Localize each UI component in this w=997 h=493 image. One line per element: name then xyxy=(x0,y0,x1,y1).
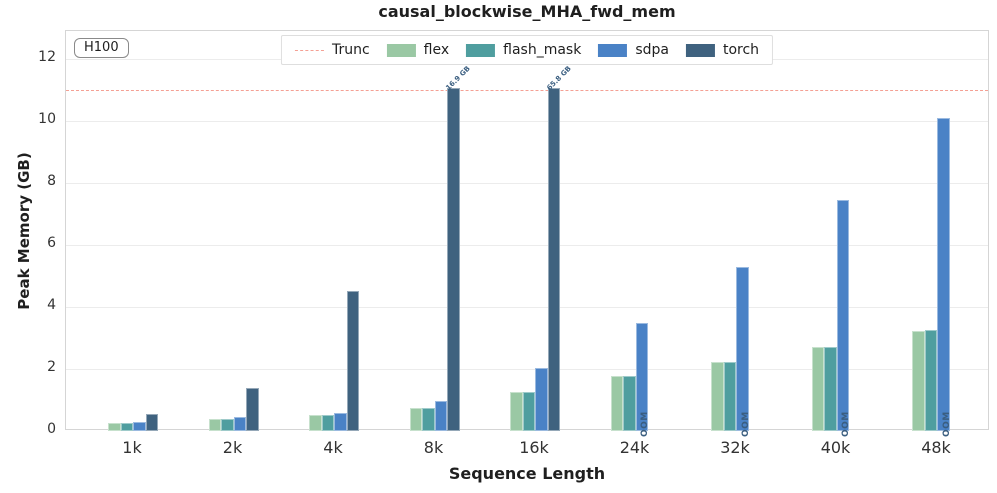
bar-flash_mask-48k xyxy=(924,330,937,431)
x-tick-8k: 8k xyxy=(423,438,444,457)
bar-sdpa-2k xyxy=(233,417,246,431)
y-tick-2: 2 xyxy=(47,358,56,375)
legend-swatch-torch xyxy=(685,43,715,57)
legend-label-flex: flex xyxy=(423,42,450,58)
bar-torch-2k xyxy=(246,387,259,431)
bar-sdpa-48k xyxy=(937,118,950,431)
bar-flex-24k xyxy=(610,376,623,431)
oom-label-torch-40k: OOM xyxy=(841,411,851,437)
bar-sdpa-40k xyxy=(836,199,849,431)
bar-flex-2k xyxy=(208,419,221,431)
gridline-y-8 xyxy=(66,182,988,184)
x-tick-40k: 40k xyxy=(820,438,851,457)
bar-torch-8k xyxy=(447,88,460,431)
gridline-y-6 xyxy=(66,244,988,246)
legend-dash-sample xyxy=(294,49,324,51)
bar-sdpa-32k xyxy=(736,266,749,431)
bar-torch-16k xyxy=(547,88,560,431)
gridline-y-4 xyxy=(66,306,988,308)
bar-flex-4k xyxy=(309,415,322,431)
y-tick-10: 10 xyxy=(38,110,56,127)
bar-flex-40k xyxy=(811,346,824,431)
legend-item-flash_mask: flash_mask xyxy=(466,42,581,58)
legend-label-torch: torch xyxy=(722,42,760,58)
bar-flex-1k xyxy=(108,423,121,431)
bar-sdpa-24k xyxy=(635,323,648,431)
legend-item-trunc: Trunc xyxy=(294,42,370,58)
x-tick-1k: 1k xyxy=(122,438,142,457)
legend-item-torch: torch xyxy=(685,42,760,58)
legend-item-sdpa: sdpa xyxy=(598,42,669,58)
bar-flash_mask-4k xyxy=(321,414,334,431)
oom-label-torch-48k: OOM xyxy=(941,411,952,437)
legend: Trunc flex flash_mask sdpa torch xyxy=(280,35,774,65)
bar-flash_mask-8k xyxy=(422,407,435,431)
bar-sdpa-16k xyxy=(535,368,548,431)
gridline-y-10 xyxy=(66,120,988,122)
bar-flash_mask-24k xyxy=(623,376,636,431)
bar-sdpa-1k xyxy=(133,422,146,431)
legend-swatch-flex xyxy=(386,43,416,57)
y-tick-8: 8 xyxy=(47,172,56,189)
x-tick-4k: 4k xyxy=(323,438,343,457)
x-axis-title: Sequence Length xyxy=(448,464,606,483)
bar-torch-1k xyxy=(145,413,158,431)
bar-flex-32k xyxy=(711,362,724,431)
bar-torch-4k xyxy=(346,291,359,431)
chart-title: causal_blockwise_MHA_fwd_mem xyxy=(378,2,676,21)
y-tick-0: 0 xyxy=(47,421,56,437)
bar-flash_mask-1k xyxy=(120,422,133,431)
legend-label-sdpa: sdpa xyxy=(635,42,669,58)
bar-flash_mask-16k xyxy=(522,391,535,431)
legend-item-flex: flex xyxy=(386,42,450,58)
x-tick-16k: 16k xyxy=(519,438,549,457)
legend-label-trunc: Trunc xyxy=(331,42,370,58)
legend-swatch-sdpa xyxy=(598,43,628,57)
bar-sdpa-8k xyxy=(434,400,447,431)
y-tick-6: 6 xyxy=(47,234,56,251)
gridline-y-2 xyxy=(66,368,988,370)
bar-flash_mask-40k xyxy=(824,346,837,431)
legend-swatch-flash_mask xyxy=(466,43,496,57)
x-tick-2k: 2k xyxy=(222,438,243,457)
hardware-badge: H100 xyxy=(74,38,129,58)
y-axis-title: Peak Memory (GB) xyxy=(15,152,33,310)
oom-label-torch-24k: OOM xyxy=(640,411,650,437)
trunc-reference-line xyxy=(66,89,988,91)
x-tick-24k: 24k xyxy=(619,438,650,457)
bar-flash_mask-2k xyxy=(221,418,234,431)
x-tick-48k: 48k xyxy=(921,438,951,457)
y-tick-12: 12 xyxy=(38,48,56,65)
bar-flex-16k xyxy=(510,391,523,431)
legend-label-flash_mask: flash_mask xyxy=(503,42,582,58)
bar-flex-48k xyxy=(912,330,925,431)
plot-area: H100 Trunc flex flash_mask sdpa torch 16.9 G… xyxy=(65,30,989,437)
bar-flash_mask-32k xyxy=(723,361,736,431)
bar-flex-8k xyxy=(409,408,422,431)
x-tick-32k: 32k xyxy=(720,438,750,457)
y-tick-4: 4 xyxy=(47,296,56,313)
oom-label-torch-32k: OOM xyxy=(740,411,751,437)
bar-sdpa-4k xyxy=(334,413,347,431)
